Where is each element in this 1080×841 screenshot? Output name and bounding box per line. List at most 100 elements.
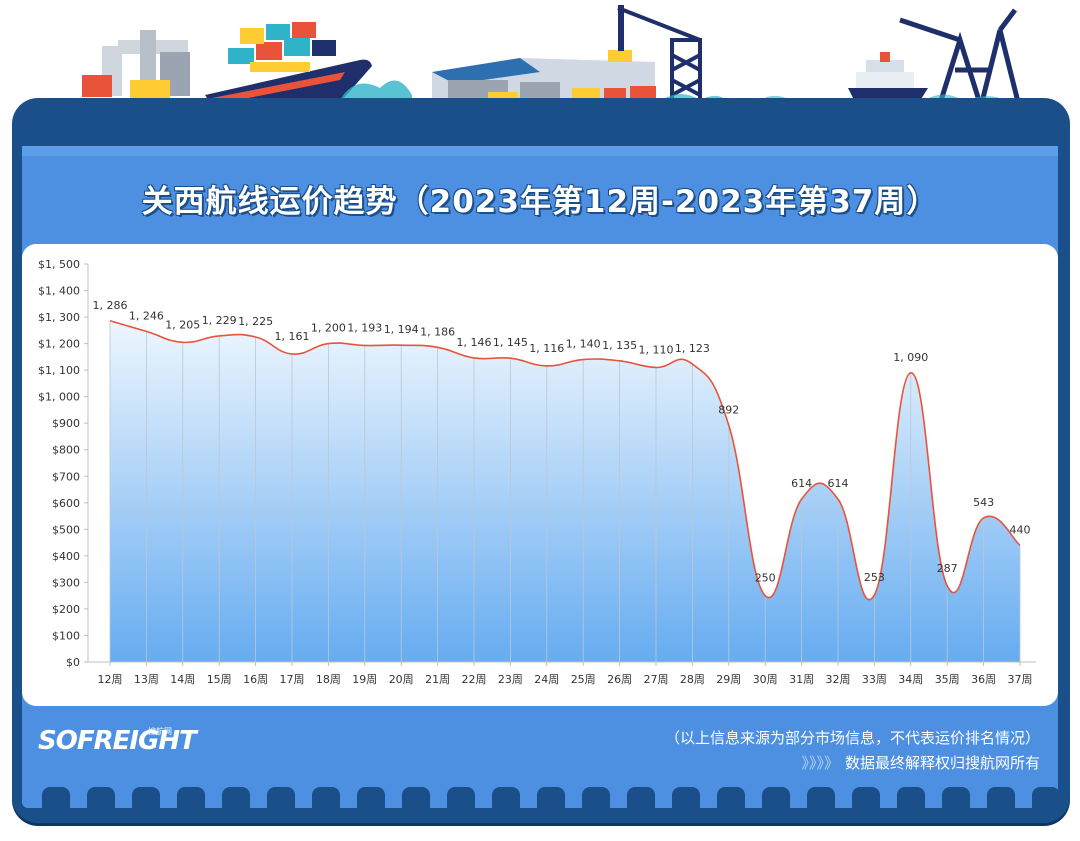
panel-notch: [537, 787, 565, 809]
x-tick-label: 26周: [607, 673, 632, 686]
x-tick-label: 33周: [862, 673, 887, 686]
y-tick-label: $200: [52, 603, 80, 616]
x-tick-label: 23周: [498, 673, 523, 686]
x-tick-label: 34周: [898, 673, 923, 686]
panel-notch: [717, 787, 745, 809]
panel-notch: [402, 787, 430, 809]
warehouse-icon: [432, 58, 656, 102]
data-label: 1, 193: [347, 321, 382, 334]
data-label: 1, 225: [238, 315, 273, 328]
cargo-ship-icon: [205, 22, 372, 110]
copyright-text: 数据最终解释权归搜航网所有: [844, 754, 1040, 772]
panel-notch: [42, 787, 70, 809]
x-tick-label: 37周: [1008, 673, 1033, 686]
y-tick-label: $1, 100: [38, 364, 80, 377]
panel-notch: [852, 787, 880, 809]
x-tick-label: 15周: [207, 673, 232, 686]
source-note: （以上信息来源为部分市场信息，不代表运价排名情况）: [664, 729, 1040, 747]
x-tick-label: 24周: [534, 673, 559, 686]
panel-notch: [177, 787, 205, 809]
panel-notch: [357, 787, 385, 809]
panel-notch: [672, 787, 700, 809]
data-label: 1, 110: [639, 343, 674, 356]
data-label: 1, 200: [311, 322, 346, 335]
x-tick-label: 19周: [352, 673, 377, 686]
x-tick-label: 21周: [425, 673, 450, 686]
area-chart: $0 $100 $200 $300 $400 $500 $600 $700 $800 $900 $1…: [38, 258, 1036, 686]
y-tick-labels: $0 $100 $200 $300 $400 $500 $600 $700 $800 $900 $1…: [38, 258, 88, 669]
panel-notch: [447, 787, 475, 809]
data-label: 1, 140: [566, 338, 601, 351]
x-tick-label: 25周: [571, 673, 596, 686]
y-tick-label: $100: [52, 629, 80, 642]
panel-notch: [942, 787, 970, 809]
panel-notch: [897, 787, 925, 809]
x-tick-label: 32周: [826, 673, 851, 686]
data-label: 1, 205: [165, 318, 200, 331]
panel-notch: [312, 787, 340, 809]
x-tick-label: 30周: [753, 673, 778, 686]
data-label: 1, 246: [129, 309, 164, 322]
data-label: 1, 146: [457, 336, 492, 349]
data-label: 1, 116: [529, 342, 564, 355]
logo-subtitle: 搜航网: [148, 727, 172, 736]
panel-notch: [627, 787, 655, 809]
sofreight-logo: SOFREIGHT: [38, 726, 197, 756]
y-tick-label: $1, 400: [38, 285, 80, 298]
y-tick-label: $700: [52, 470, 80, 483]
data-label: 614: [828, 477, 849, 490]
x-tick-label: 16周: [243, 673, 268, 686]
data-label: 1, 229: [202, 314, 237, 327]
data-label: 1, 186: [420, 325, 455, 338]
copyright-note: 》》》》 数据最终解释权归搜航网所有: [801, 752, 1040, 773]
panel-notch: [132, 787, 160, 809]
panel-notch: [1032, 787, 1060, 809]
data-label: 287: [937, 562, 958, 575]
y-tick-label: $500: [52, 523, 80, 536]
area-fill: [110, 320, 1020, 662]
x-tick-label: 17周: [280, 673, 305, 686]
left-crane-icon: [82, 30, 190, 98]
panel-notch: [267, 787, 295, 809]
data-label: 1, 194: [384, 323, 419, 336]
panel-notch: [222, 787, 250, 809]
x-tick-label: 35周: [935, 673, 960, 686]
x-tick-label: 36周: [971, 673, 996, 686]
vertical-gridlines: [109, 320, 1021, 662]
x-tick-label: 13周: [134, 673, 159, 686]
y-tick-label: $300: [52, 576, 80, 589]
x-tick-label: 22周: [462, 673, 487, 686]
y-tick-label: $600: [52, 497, 80, 510]
chevrons-icon: 》》》》: [801, 754, 839, 772]
data-label: 253: [864, 571, 885, 584]
data-label: 1, 145: [493, 336, 528, 349]
x-tick-label: 31周: [789, 673, 814, 686]
data-label: 440: [1010, 523, 1031, 536]
series-line: [109, 320, 1021, 601]
y-tick-label: $1, 200: [38, 338, 80, 351]
right-crane-icon: [899, 8, 1023, 111]
y-tick-label: $800: [52, 444, 80, 457]
panel-notch: [582, 787, 610, 809]
y-tick-label: $1, 500: [38, 258, 80, 271]
data-label: 250: [755, 572, 776, 585]
data-label: 1, 161: [275, 330, 310, 343]
panel-notch: [492, 787, 520, 809]
data-label: 1, 123: [675, 342, 710, 355]
data-label: 614: [791, 477, 812, 490]
x-tick-label: 28周: [680, 673, 705, 686]
data-label: 892: [718, 403, 739, 416]
data-label: 543: [973, 496, 994, 509]
x-tick-label: 20周: [389, 673, 414, 686]
x-tick-label: 18周: [316, 673, 341, 686]
x-tick-label: 27周: [644, 673, 669, 686]
data-label: 1, 135: [602, 339, 637, 352]
x-tick-label: 14周: [170, 673, 195, 686]
data-label: 1, 090: [893, 351, 928, 364]
panel-notch: [987, 787, 1015, 809]
y-tick-label: $400: [52, 550, 80, 563]
panel-notch: [807, 787, 835, 809]
x-tick-labels: 12周 13周 14周 15周 16周 17周 18周 19周 20周 21周 22周 23周 24周 2…: [98, 662, 1033, 686]
